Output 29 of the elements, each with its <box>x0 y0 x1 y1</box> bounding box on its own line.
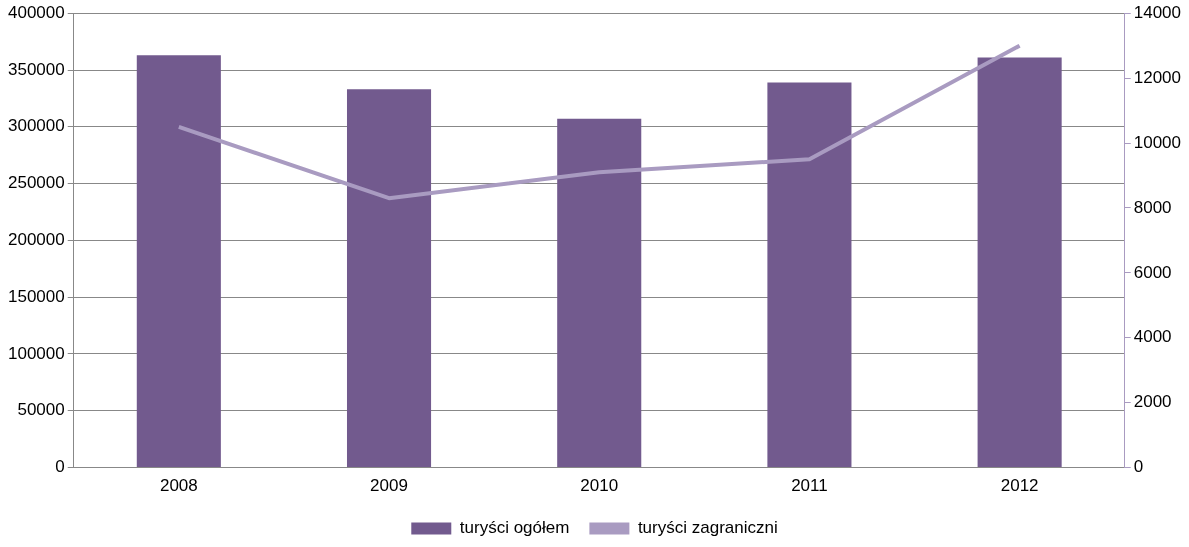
y2-tick-label: 0 <box>1133 457 1144 477</box>
x-tick-label: 2012 <box>1000 476 1039 496</box>
y-tick-label: 200000 <box>7 230 65 250</box>
bar <box>557 118 642 468</box>
y-tick-label: 400000 <box>7 2 65 22</box>
x-tick-label: 2008 <box>159 476 198 496</box>
y2-tick-label: 10000 <box>1133 132 1182 152</box>
y-tick-label: 150000 <box>7 286 65 306</box>
x-tick-label: 2009 <box>370 476 408 496</box>
y2-tick-label: 14000 <box>1133 2 1182 22</box>
x-tick-label: 2010 <box>580 476 619 496</box>
legend-label: turyści zagraniczni <box>637 518 778 538</box>
y-tick-label: 0 <box>55 457 65 477</box>
y2-tick-label: 6000 <box>1133 262 1172 282</box>
y2-tick-label: 8000 <box>1133 197 1172 217</box>
y-tick-label: 250000 <box>7 173 65 193</box>
x-tick-label: 2011 <box>791 476 828 496</box>
legend-label: turyści ogółem <box>459 518 570 538</box>
y-tick-label: 300000 <box>7 116 65 136</box>
y2-tick-label: 12000 <box>1133 67 1182 87</box>
bar <box>346 89 432 468</box>
y2-tick-label: 4000 <box>1133 327 1172 347</box>
bar <box>977 57 1062 468</box>
y-tick-label: 50000 <box>17 400 65 420</box>
bar <box>767 82 852 468</box>
bar <box>136 55 221 468</box>
y-tick-label: 350000 <box>7 59 65 79</box>
y-tick-label: 100000 <box>7 343 65 363</box>
y2-tick-label: 2000 <box>1133 392 1172 412</box>
